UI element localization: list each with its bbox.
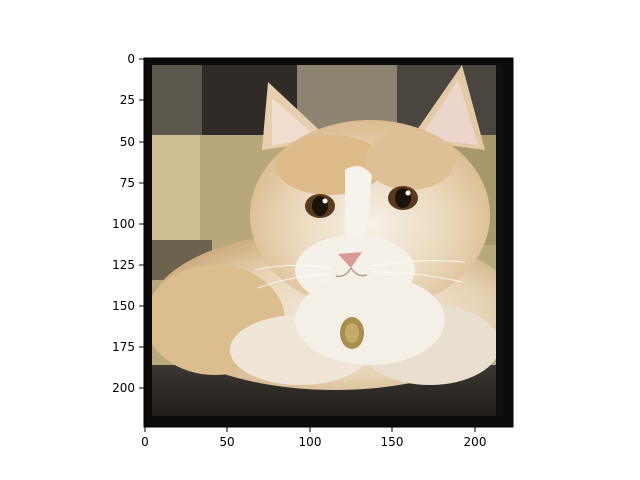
y-tick-label: 200 (112, 381, 135, 395)
axes-spines (143, 57, 514, 428)
y-tick-label: 50 (120, 135, 135, 149)
x-tick-label: 100 (299, 435, 322, 449)
y-tick-label: 125 (112, 258, 135, 272)
y-tick-label: 75 (120, 176, 135, 190)
x-tick-label: 50 (219, 435, 234, 449)
y-axis: 0 25 50 75 100 125 150 175 200 (112, 52, 144, 395)
y-tick-label: 0 (127, 52, 135, 66)
x-tick-label: 200 (464, 435, 487, 449)
x-tick-label: 0 (141, 435, 149, 449)
cat-photo (152, 65, 503, 416)
y-tick-label: 100 (112, 217, 135, 231)
cat-nose (338, 252, 362, 268)
wall-tile (152, 65, 202, 135)
y-tick-label: 150 (112, 299, 135, 313)
x-tick-label: 150 (381, 435, 404, 449)
x-axis: 0 50 100 150 200 (141, 427, 486, 449)
y-tick-label: 25 (120, 93, 135, 107)
wall-tile (152, 135, 200, 240)
y-tick-label: 175 (112, 340, 135, 354)
